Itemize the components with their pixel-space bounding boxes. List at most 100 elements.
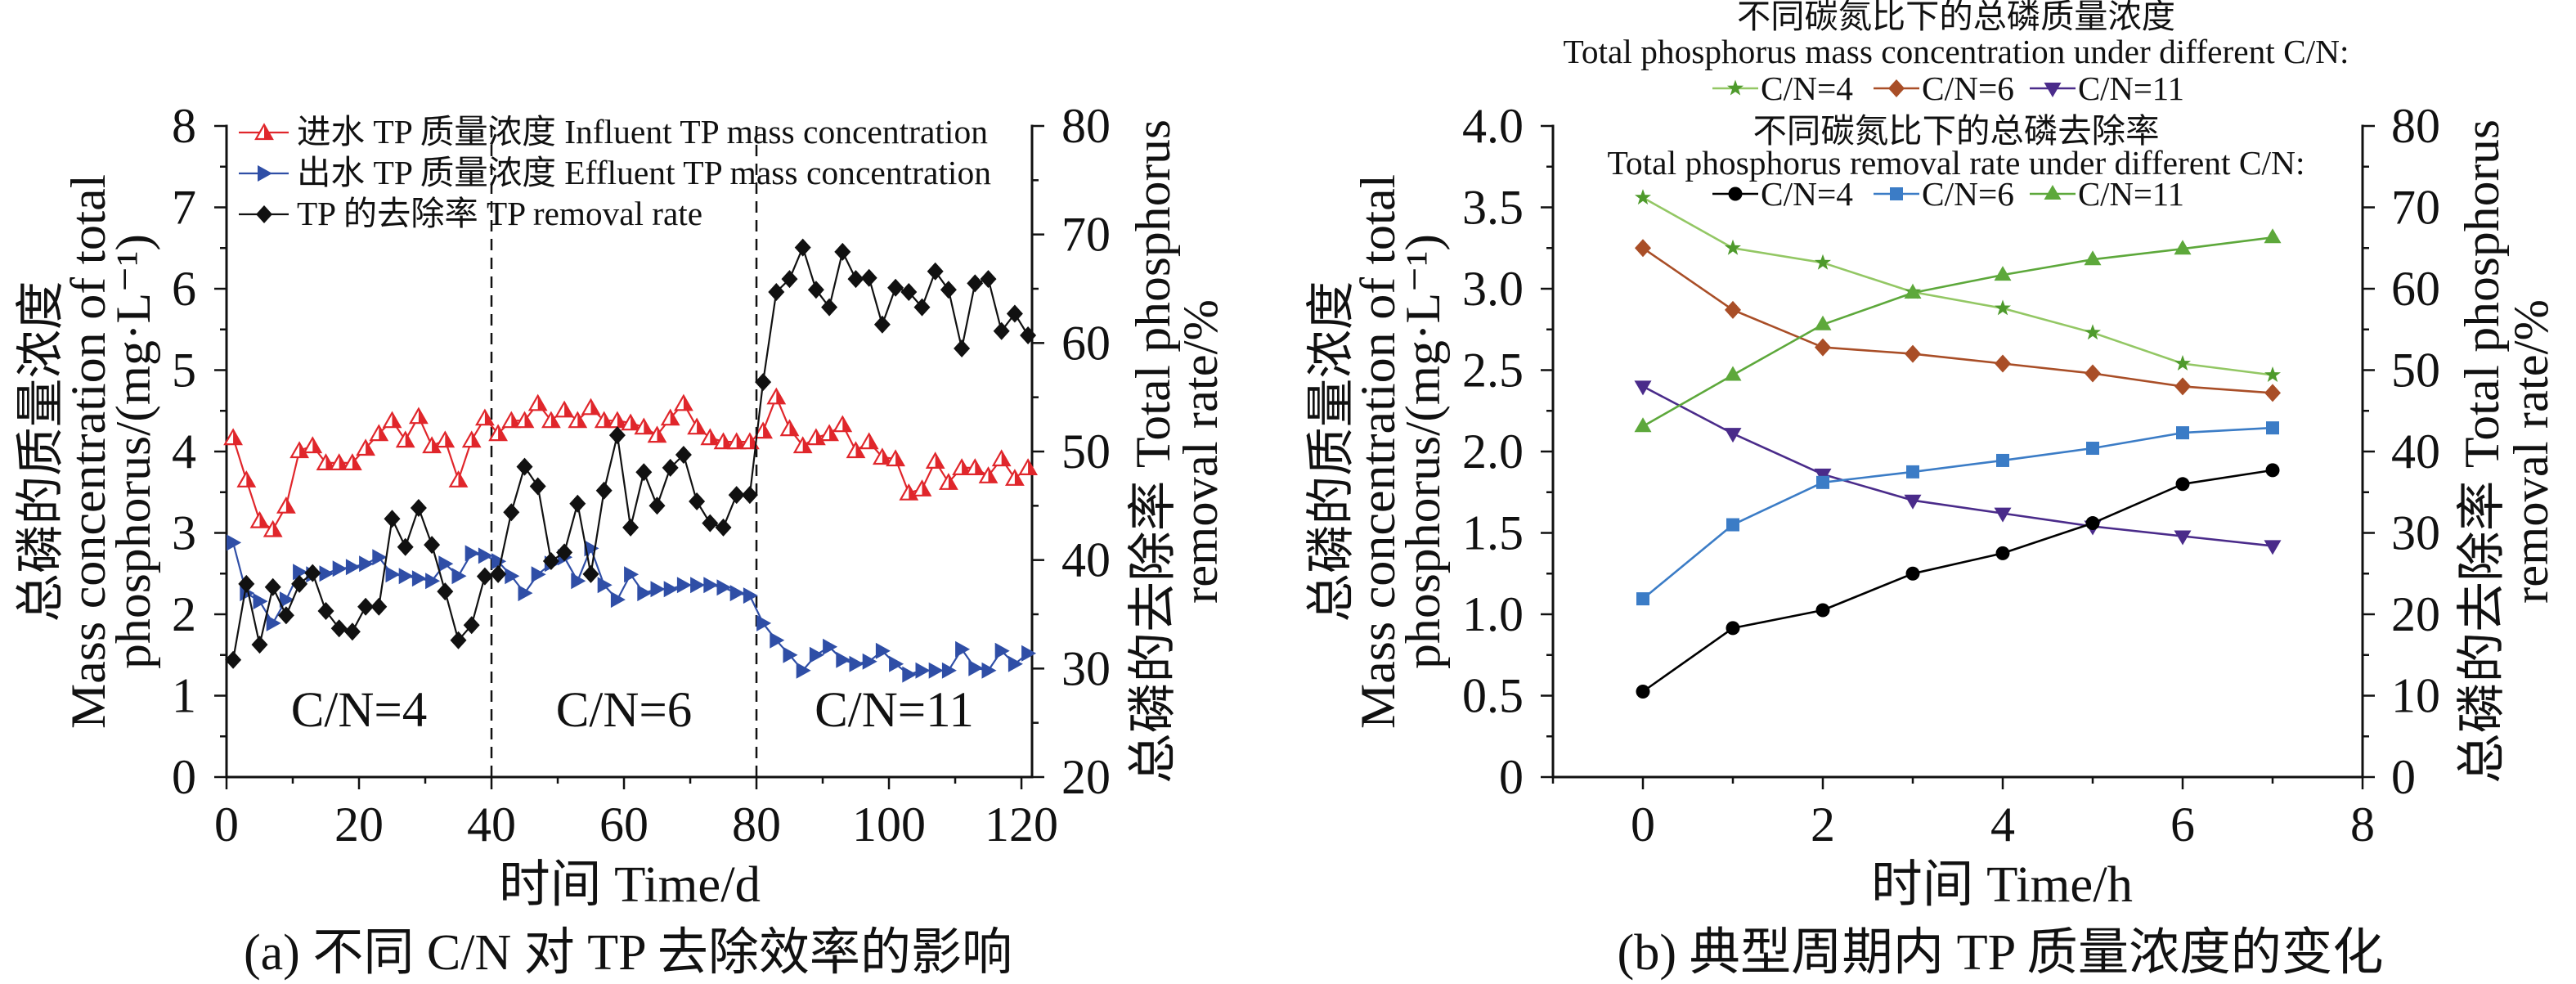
data-point-removal	[503, 503, 520, 522]
legend-label: C/N=6	[1922, 175, 2014, 213]
data-point-effluent	[676, 577, 692, 594]
x-tick-label: 2	[1811, 798, 1835, 851]
marker-half-fill	[617, 412, 626, 428]
marker-half-fill	[789, 420, 798, 436]
data-point-effluent	[398, 568, 414, 585]
data-point-removal-cn4	[1636, 685, 1650, 699]
data-point-removal	[238, 574, 255, 593]
data-point-removal	[463, 616, 480, 635]
legend-marker-effluent	[258, 165, 272, 182]
right-y-tick-label: 60	[1061, 316, 1111, 370]
data-point-removal	[768, 283, 785, 301]
right-y-axis-title-line: 总磷的去除率 Total phosphorus	[1126, 119, 1180, 784]
marker-half-fill	[312, 438, 321, 452]
series-removal-cn11	[1634, 228, 2282, 433]
right-y-tick-label: 40	[2391, 425, 2440, 479]
data-point-effluent	[518, 585, 533, 602]
marker-half-fill	[392, 412, 401, 428]
x-tick-label: 8	[2350, 798, 2375, 851]
marker-half-fill	[524, 412, 533, 428]
left-y-tick-label: 2	[172, 587, 196, 641]
data-point-influent	[541, 411, 561, 429]
axes	[214, 124, 1044, 789]
data-point-removal	[702, 514, 719, 532]
data-point-removal-cn6	[1906, 465, 1919, 479]
marker-half-fill	[1001, 451, 1010, 465]
data-point-effluent	[941, 662, 957, 679]
data-point-influent	[621, 413, 640, 431]
legend-label: C/N=6	[1922, 70, 2014, 107]
data-point-removal	[343, 622, 361, 641]
x-tick-label: 6	[2170, 798, 2195, 851]
data-point-removal-cn4	[2265, 463, 2280, 478]
data-point-effluent	[994, 642, 1010, 659]
data-point-effluent	[491, 553, 507, 570]
legend-label: C/N=4	[1761, 175, 1853, 213]
data-point-removal	[397, 537, 414, 556]
data-point-removal	[728, 486, 745, 505]
data-point-influent	[249, 510, 270, 528]
left-y-tick-label: 8	[172, 99, 196, 153]
data-point-influent	[674, 393, 693, 411]
data-point-effluent	[968, 659, 984, 676]
data-point-influent	[514, 411, 535, 429]
data-point-influent	[223, 428, 243, 446]
data-point-effluent	[756, 614, 772, 631]
data-point-effluent	[928, 662, 944, 679]
data-point-effluent	[650, 581, 666, 598]
data-point-effluent	[266, 614, 281, 631]
legend-item-conc-cn11: C/N=11	[2030, 70, 2184, 107]
left-y-tick-label: 2.0	[1462, 425, 1524, 479]
data-point-removal-cn6	[1726, 518, 1739, 532]
data-point-effluent	[279, 591, 294, 609]
right-y-tick-label: 80	[2391, 99, 2440, 153]
data-point-effluent	[359, 555, 375, 573]
data-point-removal-cn6	[1996, 453, 2009, 467]
data-point-effluent	[332, 560, 348, 577]
data-point-removal	[993, 321, 1010, 340]
legend: 进水 TP 质量浓度 Influent TP mass concentratio…	[239, 113, 991, 232]
x-tick-label: 4	[1990, 798, 2015, 851]
data-point-effluent	[690, 577, 706, 594]
data-point-removal-cn6	[2266, 421, 2279, 435]
marker-half-fill	[631, 415, 640, 430]
marker-half-fill	[432, 438, 441, 452]
right-y-tick-label: 0	[2391, 750, 2416, 804]
legend-marker-influent	[254, 123, 274, 141]
marker-half-fill	[670, 410, 679, 425]
marker-half-fill	[935, 453, 944, 468]
data-point-effluent	[716, 579, 732, 596]
data-point-effluent	[319, 565, 334, 582]
data-point-removal-cn4	[1995, 546, 2010, 560]
data-point-removal	[542, 552, 559, 570]
data-point-influent	[753, 421, 773, 439]
series-conc-cn4	[1635, 189, 2281, 382]
data-point-removal	[556, 543, 573, 562]
data-point-removal	[622, 518, 640, 537]
data-point-effluent	[809, 646, 824, 663]
series-line-removal-cn4	[1642, 469, 2273, 693]
data-point-removal	[277, 606, 294, 625]
left-y-axis-title-line: phosphorus/(mg·L⁻¹)	[106, 234, 160, 669]
data-point-influent	[779, 419, 800, 437]
marker-half-fill	[550, 412, 559, 428]
marker-half-fill	[683, 395, 692, 411]
data-point-influent	[236, 470, 257, 488]
marker-half-fill	[763, 423, 772, 438]
left-y-axis-title-line: 总磷的质量浓度	[1304, 281, 1358, 622]
data-point-influent	[448, 470, 469, 488]
data-point-removal	[689, 492, 706, 510]
data-point-effluent	[227, 534, 242, 551]
marker-half-fill	[922, 481, 931, 496]
right-y-tick-label: 20	[2391, 587, 2440, 641]
data-point-conc-cn6	[2174, 377, 2191, 396]
data-point-removal	[317, 602, 334, 620]
data-point-removal	[781, 270, 798, 289]
data-point-effluent	[505, 568, 520, 585]
data-point-influent	[356, 438, 375, 456]
data-point-influent	[568, 411, 588, 429]
marker-half-fill	[264, 124, 272, 139]
data-point-removal	[410, 499, 427, 517]
